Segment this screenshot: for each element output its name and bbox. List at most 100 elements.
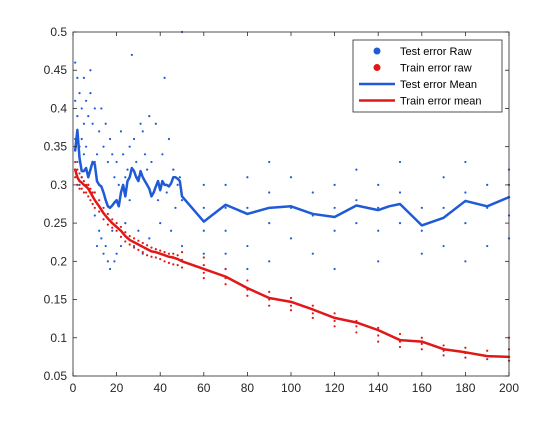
test-raw-point [132,137,136,141]
test-raw-point [95,153,99,156]
train-raw-point [180,266,184,269]
test-raw-point [398,222,402,225]
train-raw-point [172,263,175,266]
test-raw-point [80,137,83,141]
train-raw-point [80,176,83,179]
train-raw-point [355,325,358,328]
y-tick-label: 0.3 [50,178,67,192]
test-raw-point [246,176,249,179]
train-error-mean-line [73,168,511,359]
train-raw-point [246,279,249,282]
train-raw-point [202,264,205,267]
test-raw-point [172,168,175,171]
test-raw-point [100,107,103,110]
train-raw-point [119,225,123,229]
train-raw-point [150,255,153,258]
train-raw-point [141,251,144,254]
train-raw-point [98,199,101,202]
train-raw-point [268,304,271,307]
train-raw-point [377,326,380,329]
test-raw-point [141,252,144,255]
test-raw-point [98,229,101,232]
train-raw-point [176,264,179,267]
test-raw-point [311,252,314,255]
test-raw-point [377,260,380,263]
legend-label: Test error Raw [400,46,472,58]
train-raw-point [115,229,118,232]
test-raw-point [122,153,125,156]
test-raw-point [246,206,249,209]
test-raw-point [464,160,467,164]
train-raw-point [398,332,402,336]
test-raw-point [268,260,271,263]
x-tick-label: 180 [455,381,475,395]
train-raw-point [119,235,123,238]
train-raw-point [172,252,175,255]
test-raw-point [420,252,423,255]
test-raw-point [135,160,138,164]
test-raw-point [176,183,179,186]
train-raw-point [333,325,336,328]
test-raw-point [106,260,109,263]
x-tick-label: 120 [325,381,345,395]
test-raw-point [202,183,205,186]
test-raw-point [108,267,112,271]
test-raw-point [167,137,171,141]
y-tick-label: 0.1 [50,331,67,345]
train-raw-point [202,271,205,274]
y-tick-label: 0.4 [50,101,67,115]
x-tick-label: 20 [110,381,124,395]
train-raw-point [442,354,445,357]
test-raw-point [442,206,445,209]
y-tick-label: 0.15 [44,293,68,307]
train-raw-point [202,256,205,259]
train-raw-point [159,257,162,261]
test-raw-point [333,267,336,271]
test-raw-point [124,222,127,225]
train-raw-point [246,294,249,297]
train-raw-point [76,183,79,186]
test-raw-point [141,130,144,133]
train-raw-point [180,251,184,254]
test-raw-point [355,222,358,225]
train-raw-point [82,179,85,183]
test-raw-point [377,183,380,186]
test-raw-point [224,229,227,232]
train-raw-point [377,340,380,343]
test-raw-point [84,99,88,102]
test-raw-point [78,183,81,186]
test-raw-point [224,183,227,186]
test-raw-point [464,260,467,263]
x-tick-label: 200 [499,381,519,395]
train-raw-point [398,345,402,349]
train-raw-point [420,336,423,339]
test-raw-point [159,222,162,225]
test-raw-point [113,260,116,263]
train-raw-point [137,248,140,251]
test-raw-point [202,206,205,209]
x-tick-label: 160 [412,381,432,395]
legend-label: Train error mean [400,96,482,108]
train-raw-point [333,312,336,315]
test-raw-point [268,222,271,225]
train-raw-point [128,243,131,246]
y-tick-label: 0.35 [44,140,68,154]
train-raw-point [224,283,227,286]
legend-marker [373,47,381,55]
train-raw-point [106,212,109,216]
test-raw-point [268,191,271,194]
test-raw-point [333,206,336,209]
test-raw-point [93,107,96,110]
legend-label: Train error raw [400,63,472,75]
train-raw-point [124,240,127,243]
train-raw-point [420,348,423,351]
train-raw-point [311,304,314,307]
test-raw-point [202,252,205,255]
test-raw-point [137,229,140,232]
test-raw-point [224,206,227,209]
mean-lines-layer [73,128,511,359]
x-tick-label: 80 [241,381,255,395]
test-raw-point [82,153,85,156]
train-raw-point [377,334,380,337]
train-raw-point [132,237,136,240]
